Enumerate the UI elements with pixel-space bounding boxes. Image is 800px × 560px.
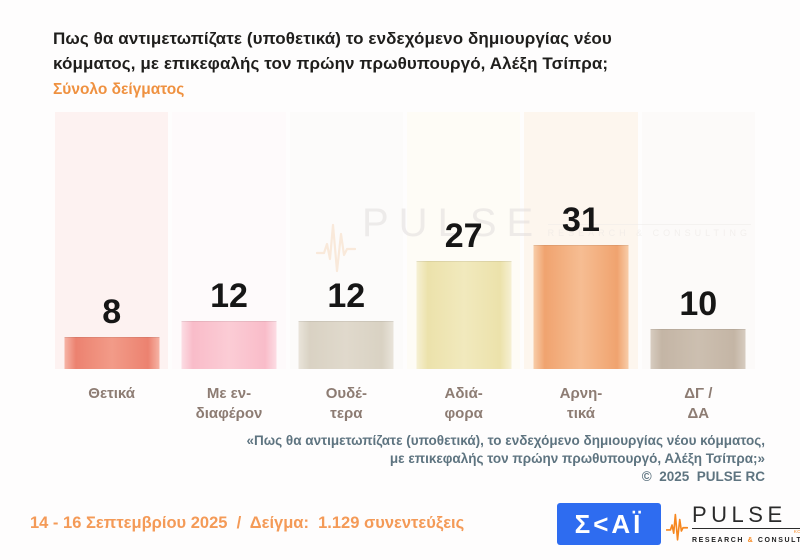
bar-value-label: 10: [679, 285, 718, 323]
page-title: Πως θα αντιμετωπίζατε (υποθετικά) το ενδ…: [53, 29, 612, 73]
chart-column: 12: [170, 112, 287, 369]
column-background: [55, 112, 169, 369]
chart-column: 27: [405, 112, 522, 369]
pulse-logo: PULSE ΚΟΙΝΩΝΙΑ RESEARCH & CONSULTING: [665, 502, 800, 547]
category-label: Θετικά: [88, 385, 136, 402]
pulse-wordmark: PULSE: [692, 502, 787, 527]
bar: [298, 321, 394, 369]
category-label: Με εν- διαφέρον: [195, 385, 263, 422]
chart-column: 31: [522, 112, 639, 369]
bar-value-label: 8: [102, 293, 122, 331]
bar-value-label: 12: [210, 277, 248, 315]
bar: [64, 337, 160, 369]
category-label: ΔΓ / ΔΑ: [684, 385, 713, 422]
bar: [181, 321, 277, 369]
pulse-waveform-icon: [665, 508, 689, 547]
chart-column: 12: [288, 112, 405, 369]
skai-logo-text: Σ<ΑΪ: [574, 508, 644, 539]
bar: [416, 261, 512, 369]
chart-column: 8: [53, 112, 170, 369]
category-label: Ουδέ- τερα: [325, 385, 367, 422]
page-subtitle: Σύνολο δείγματος: [53, 81, 185, 98]
bar: [650, 329, 746, 369]
category-label: Αδιά- φορα: [444, 385, 483, 422]
pulse-tagline: RESEARCH & CONSULTING: [692, 537, 800, 545]
chart-column: 10: [640, 112, 757, 369]
bar: [533, 245, 629, 369]
pulse-logo-mini-text: ΚΟΙΝΩΝΙΑ: [793, 529, 800, 534]
bar-value-label: 31: [562, 201, 600, 239]
footnote: «Πως θα αντιμετωπίζατε (υποθετικά), το ε…: [246, 433, 766, 485]
category-label: Αρνη- τικά: [559, 385, 603, 422]
column-background: [641, 112, 755, 369]
bar-value-label: 12: [327, 277, 366, 315]
pulse-logo-rule: ΚΟΙΝΩΝΙΑ: [692, 528, 800, 535]
fieldwork-dates: 14 - 16 Σεπτεμβρίου 2025 / Δείγμα: 1.129…: [30, 514, 465, 532]
skai-logo: Σ<ΑΪ: [557, 503, 661, 545]
category-axis: Θετικά Με εν- διαφέρον Ουδέ- τερα Αδιά- …: [53, 384, 757, 423]
bar-chart: 8 12 12 27 31 10: [53, 112, 757, 369]
bar-value-label: 27: [444, 217, 483, 255]
